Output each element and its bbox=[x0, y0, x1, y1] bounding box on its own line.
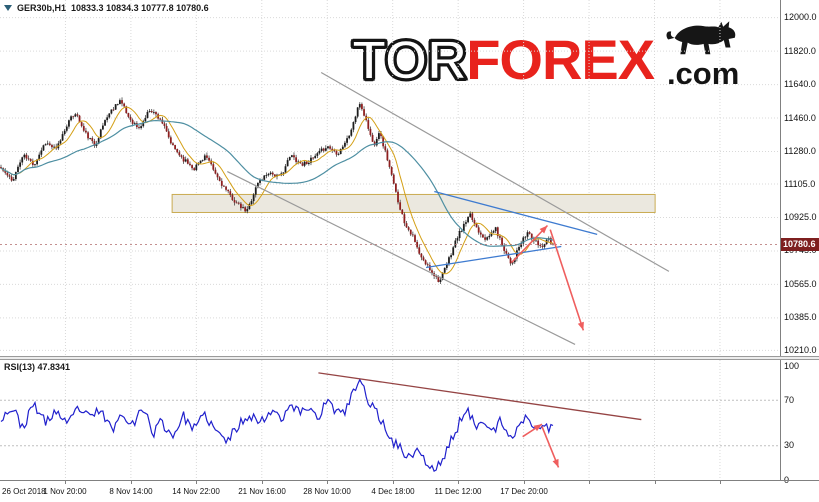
time-axis-label: 11 Dec 12:00 bbox=[434, 487, 482, 496]
rsi-axis: 100 70 30 0 bbox=[780, 360, 819, 485]
rsi-value: 47.8341 bbox=[37, 362, 71, 372]
time-axis-tick bbox=[327, 481, 329, 484]
time-axis-label: 17 Dec 20:00 bbox=[500, 487, 548, 496]
price-axis[interactable]: 10780.6 12000.0 11820.0 11640.0 11460.0 1128… bbox=[780, 0, 819, 356]
rsi-indicator-panel[interactable]: RSI(13) 47.8341 bbox=[0, 360, 780, 480]
time-axis-label: 21 Nov 16:00 bbox=[238, 487, 286, 496]
time-axis-tick bbox=[261, 481, 263, 484]
price-tick-label: 10385.0 bbox=[784, 312, 817, 323]
price-tick-label: 10565.0 bbox=[784, 278, 817, 289]
rsi-name: RSI(13) bbox=[4, 362, 36, 372]
price-tick-label: 11820.0 bbox=[784, 45, 816, 56]
time-axis-label: 4 Dec 18:00 bbox=[371, 487, 415, 496]
price-tick-label: 11640.0 bbox=[784, 79, 816, 90]
price-tick-label: 11105.0 bbox=[784, 178, 816, 189]
time-axis-tick bbox=[719, 481, 721, 484]
time-axis[interactable]: 26 Oct 2018 1 Nov 20:00 8 Nov 14:00 14 Nov … bbox=[0, 480, 819, 502]
current-price-badge: 10780.6 bbox=[781, 237, 819, 251]
rsi-tick-label: 0 bbox=[784, 474, 790, 485]
rsi-tick-label: 70 bbox=[784, 394, 795, 405]
price-tick-label: 10925.0 bbox=[784, 212, 817, 222]
bull-icon bbox=[666, 21, 736, 55]
chart-symbol-label: GER30b,H1 bbox=[17, 3, 67, 13]
watermark-forex-text: FOREX bbox=[466, 27, 655, 91]
price-tick-label: 12000.0 bbox=[784, 12, 817, 23]
time-axis-tick bbox=[196, 481, 198, 484]
watermark-right-block: .com bbox=[658, 20, 748, 91]
rsi-tick-label: 30 bbox=[784, 440, 795, 451]
time-axis-tick bbox=[589, 481, 591, 484]
watermark-tor-text: TOR bbox=[351, 27, 469, 91]
time-axis-tick bbox=[654, 481, 656, 484]
rsi-chart[interactable] bbox=[0, 360, 780, 480]
chart-header: GER30b,H1 10833.3 10834.3 10777.8 10780.… bbox=[4, 3, 209, 13]
time-axis-tick bbox=[392, 481, 394, 484]
price-tick-label: 11280.0 bbox=[784, 146, 816, 156]
chart-ohlc-values: 10833.3 10834.3 10777.8 10780.6 bbox=[71, 3, 209, 13]
time-axis-label: 26 Oct 2018 bbox=[2, 487, 46, 496]
time-axis-tick bbox=[458, 481, 460, 484]
torforex-watermark: TOR FOREX .com bbox=[351, 20, 748, 91]
watermark-com-text: .com bbox=[666, 56, 740, 91]
time-axis-label: 1 Nov 20:00 bbox=[43, 487, 87, 496]
time-axis-tick bbox=[65, 481, 67, 484]
price-tick-label: 10210.0 bbox=[784, 344, 817, 355]
time-axis-tick bbox=[523, 481, 525, 484]
chart-symbol-icon bbox=[4, 5, 12, 11]
price-chart-panel[interactable]: TOR FOREX .com GER30b,H1 10833.3 10834.3… bbox=[0, 0, 780, 356]
panel-splitter[interactable] bbox=[0, 356, 819, 360]
rsi-tick-label: 100 bbox=[784, 360, 800, 371]
time-axis-label: 14 Nov 22:00 bbox=[172, 487, 220, 496]
time-axis-label: 28 Nov 10:00 bbox=[303, 487, 351, 496]
time-axis-tick bbox=[130, 481, 132, 484]
time-axis-label: 8 Nov 14:00 bbox=[109, 487, 153, 496]
candlestick-chart[interactable] bbox=[0, 0, 780, 356]
rsi-indicator-label: RSI(13) 47.8341 bbox=[4, 362, 70, 372]
price-tick-label: 11460.0 bbox=[784, 112, 816, 123]
